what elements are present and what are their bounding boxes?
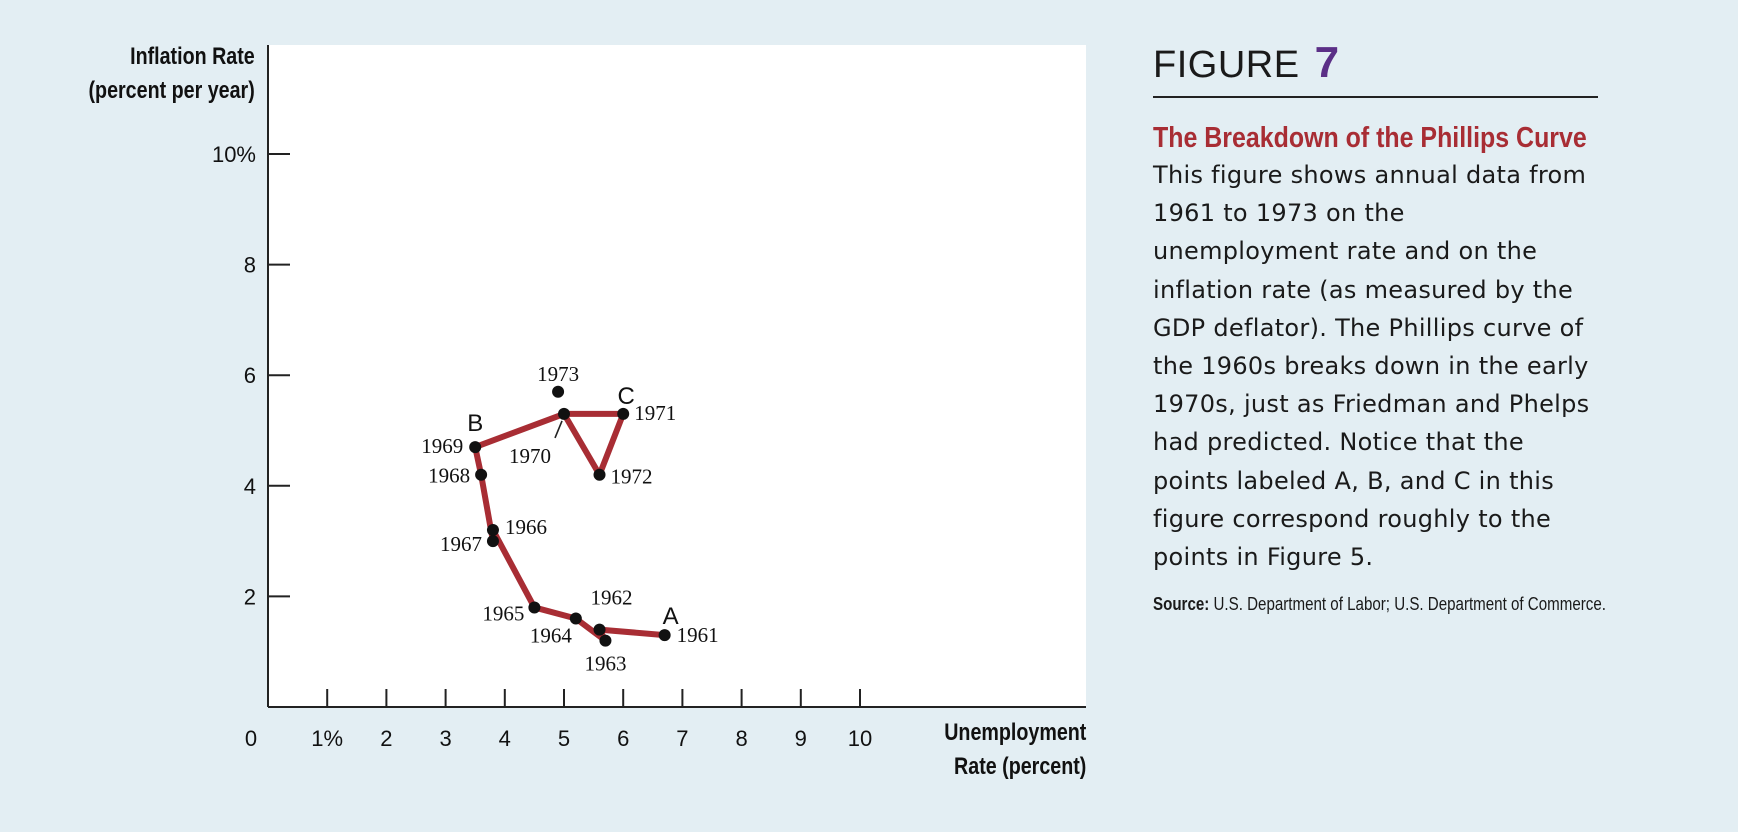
year-label-1970: 1970 bbox=[509, 444, 551, 468]
point-1970 bbox=[558, 407, 570, 420]
figure-title: The Breakdown of the Phillips Curve bbox=[1153, 122, 1587, 154]
year-label-1964: 1964 bbox=[530, 624, 573, 648]
x-tick-label-4: 4 bbox=[499, 726, 511, 751]
figure-description: This figure shows annual data from 1961 … bbox=[1153, 161, 1590, 572]
point-1967 bbox=[486, 535, 499, 548]
x-tick-label-9: 9 bbox=[795, 726, 807, 751]
point-label-B: B bbox=[467, 410, 483, 437]
x-tick-label-6: 6 bbox=[617, 726, 629, 751]
year-label-1969: 1969 bbox=[421, 434, 463, 458]
point-label-A: A bbox=[663, 603, 679, 630]
y-tick-label-10: 10% bbox=[212, 142, 256, 167]
year-label-1961: 1961 bbox=[677, 623, 719, 647]
plot-area bbox=[268, 45, 1086, 707]
year-label-1967: 1967 bbox=[440, 532, 482, 556]
x-axis-title-line-1: Unemployment bbox=[943, 719, 1086, 746]
y-tick-label-2: 2 bbox=[244, 584, 256, 609]
year-label-1973: 1973 bbox=[537, 362, 579, 386]
y-tick-label-8: 8 bbox=[244, 253, 256, 278]
figure-label: FIGURE bbox=[1153, 44, 1300, 86]
point-1966 bbox=[486, 524, 499, 537]
x-tick-label-8: 8 bbox=[735, 726, 747, 751]
source-label: Source: bbox=[1153, 594, 1210, 615]
year-label-1971: 1971 bbox=[634, 401, 676, 425]
x-tick-label-10: 10 bbox=[848, 726, 872, 751]
point-1972 bbox=[593, 468, 606, 481]
year-label-1972: 1972 bbox=[611, 465, 653, 489]
y-axis-title: Inflation Rate (percent per year) bbox=[89, 40, 255, 108]
y-axis-title-line-2: (percent per year) bbox=[88, 77, 255, 104]
x-tick-label-7: 7 bbox=[676, 726, 688, 751]
point-1971 bbox=[617, 407, 630, 420]
y-tick-label-4: 4 bbox=[244, 474, 256, 499]
origin-label: 0 bbox=[245, 726, 257, 751]
x-tick-label-5: 5 bbox=[558, 726, 570, 751]
point-1969 bbox=[469, 441, 482, 454]
y-tick-label-6: 6 bbox=[244, 363, 256, 388]
year-label-1968: 1968 bbox=[428, 464, 470, 488]
figure-heading: FIGURE 7 bbox=[1153, 38, 1598, 98]
point-1963 bbox=[599, 634, 612, 647]
x-axis-title: Unemployment Rate (percent) bbox=[944, 716, 1086, 784]
y-axis-title-line-1: Inflation Rate bbox=[130, 43, 255, 70]
year-label-1962: 1962 bbox=[591, 586, 633, 610]
point-1964 bbox=[569, 612, 582, 625]
year-label-1963: 1963 bbox=[584, 652, 626, 676]
point-1962 bbox=[593, 623, 606, 636]
figure-source: Source: U.S. Department of Labor; U.S. D… bbox=[1153, 594, 1606, 615]
year-label-1965: 1965 bbox=[482, 601, 524, 625]
point-1961 bbox=[658, 629, 671, 642]
x-tick-label-1: 1% bbox=[311, 726, 343, 751]
point-label-C: C bbox=[618, 383, 635, 410]
figure-number: 7 bbox=[1314, 38, 1340, 87]
source-text: U.S. Department of Labor; U.S. Departmen… bbox=[1209, 594, 1606, 615]
leader-1970 bbox=[554, 420, 563, 439]
point-1968 bbox=[475, 468, 488, 481]
point-1973 bbox=[552, 385, 565, 398]
point-1965 bbox=[528, 601, 541, 614]
x-axis-title-line-2: Rate (percent) bbox=[953, 753, 1086, 780]
x-tick-label-2: 2 bbox=[380, 726, 392, 751]
figure-caption-panel: FIGURE 7 The Breakdown of the Phillips C… bbox=[1153, 38, 1606, 615]
year-label-1966: 1966 bbox=[505, 515, 547, 539]
x-tick-label-3: 3 bbox=[439, 726, 451, 751]
